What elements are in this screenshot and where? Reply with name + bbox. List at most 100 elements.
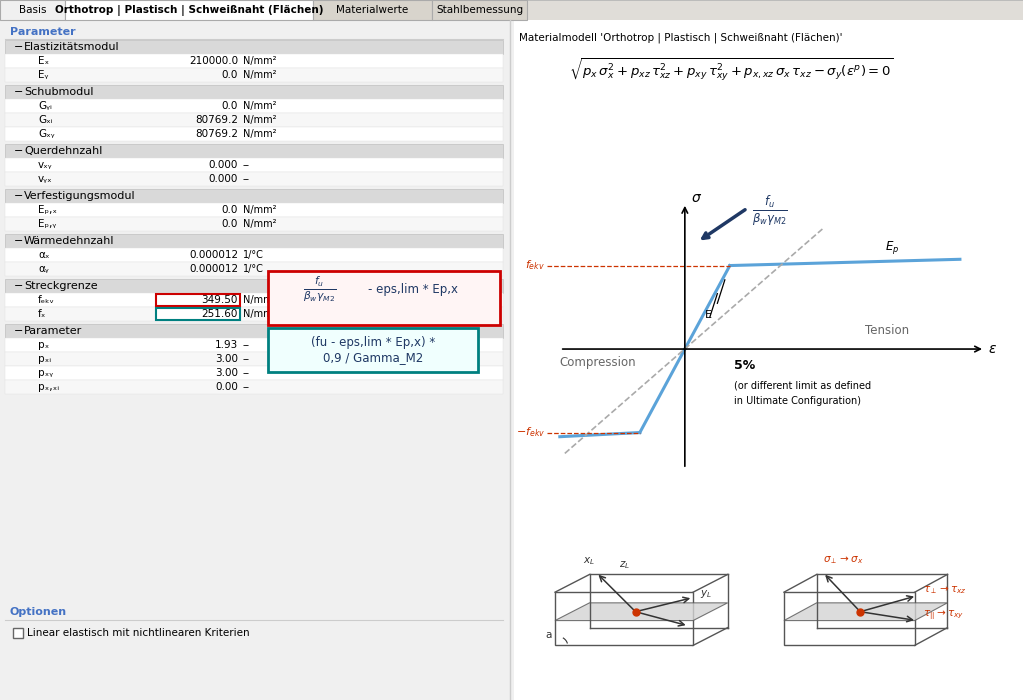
Text: $y_L$: $y_L$ — [700, 588, 712, 600]
Text: Verfestigungsmodul: Verfestigungsmodul — [24, 191, 136, 201]
Text: --: -- — [243, 340, 250, 350]
FancyBboxPatch shape — [5, 352, 503, 366]
Text: N/mm²: N/mm² — [243, 70, 276, 80]
Text: Schubmodul: Schubmodul — [24, 87, 93, 97]
Text: $\sigma_\perp \rightarrow \sigma_x$: $\sigma_\perp \rightarrow \sigma_x$ — [824, 554, 863, 566]
Text: Tension: Tension — [864, 324, 909, 337]
Text: $\varepsilon$: $\varepsilon$ — [988, 342, 997, 356]
Text: Stahlbemessung: Stahlbemessung — [436, 5, 523, 15]
Text: - eps,lim * Ep,x: - eps,lim * Ep,x — [368, 283, 458, 295]
Text: 0.00: 0.00 — [215, 382, 238, 392]
FancyBboxPatch shape — [5, 113, 503, 127]
Text: Streckgrenze: Streckgrenze — [24, 281, 97, 291]
FancyBboxPatch shape — [5, 203, 503, 217]
Text: 1/°C: 1/°C — [243, 264, 264, 274]
Text: 251.60: 251.60 — [202, 309, 238, 319]
Text: Eᵧ: Eᵧ — [38, 70, 48, 80]
Text: −: − — [14, 87, 24, 97]
Text: Parameter: Parameter — [24, 326, 82, 336]
Text: Gₓᵢ: Gₓᵢ — [38, 115, 52, 125]
FancyBboxPatch shape — [155, 294, 240, 306]
FancyBboxPatch shape — [5, 248, 503, 262]
Text: −: − — [14, 146, 24, 156]
Text: 0.0: 0.0 — [222, 205, 238, 215]
Text: --: -- — [243, 368, 250, 378]
Text: 80769.2: 80769.2 — [195, 129, 238, 139]
Text: 3.00: 3.00 — [215, 354, 238, 364]
Text: Materialmodell 'Orthotrop | Plastisch | Schweißnaht (Flächen)': Materialmodell 'Orthotrop | Plastisch | … — [519, 33, 843, 43]
Text: (or different limit as defined: (or different limit as defined — [733, 380, 871, 390]
Text: −: − — [14, 191, 24, 201]
FancyBboxPatch shape — [5, 307, 503, 321]
FancyBboxPatch shape — [5, 40, 503, 54]
Text: (fu - eps,lim * Ep,x) *
0,9 / Gamma_M2: (fu - eps,lim * Ep,x) * 0,9 / Gamma_M2 — [311, 336, 435, 364]
Text: fₑₖᵥ: fₑₖᵥ — [38, 295, 55, 305]
Text: 5%: 5% — [733, 359, 755, 372]
Text: −: − — [14, 281, 24, 291]
Text: Optionen: Optionen — [10, 607, 68, 617]
Polygon shape — [784, 603, 947, 621]
Text: Gᵧᵢ: Gᵧᵢ — [38, 101, 52, 111]
Text: $\frac{f_u}{\beta_w \gamma_{M2}}$: $\frac{f_u}{\beta_w \gamma_{M2}}$ — [752, 193, 789, 228]
Text: N/mm²: N/mm² — [243, 101, 276, 111]
Text: Orthotrop | Plastisch | Schweißnaht (Flächen): Orthotrop | Plastisch | Schweißnaht (Flä… — [55, 4, 323, 15]
Text: 210000.0: 210000.0 — [189, 56, 238, 66]
Text: $z_L$: $z_L$ — [620, 559, 630, 571]
Text: Linear elastisch mit nichtlinearen Kriterien: Linear elastisch mit nichtlinearen Krite… — [27, 628, 250, 638]
Text: Materialwerte: Materialwerte — [337, 5, 408, 15]
FancyBboxPatch shape — [155, 308, 240, 320]
Text: αₓ: αₓ — [38, 250, 49, 260]
Text: 0.000012: 0.000012 — [189, 264, 238, 274]
FancyBboxPatch shape — [5, 279, 503, 293]
Text: 0.000012: 0.000012 — [189, 250, 238, 260]
Text: N/mm²: N/mm² — [243, 56, 276, 66]
FancyBboxPatch shape — [268, 271, 500, 325]
FancyBboxPatch shape — [13, 628, 23, 638]
Text: N/mm²: N/mm² — [243, 205, 276, 215]
Text: E: E — [705, 310, 712, 320]
Text: $\frac{f_u}{\beta_w \gamma_{M2}}$: $\frac{f_u}{\beta_w \gamma_{M2}}$ — [304, 274, 337, 304]
FancyBboxPatch shape — [5, 234, 503, 248]
Text: 1.93: 1.93 — [215, 340, 238, 350]
FancyBboxPatch shape — [5, 324, 503, 338]
Text: 0.000: 0.000 — [209, 160, 238, 170]
Text: Eₚ,ₓ: Eₚ,ₓ — [38, 205, 57, 215]
FancyBboxPatch shape — [5, 127, 503, 141]
Text: −: − — [14, 326, 24, 336]
FancyBboxPatch shape — [5, 366, 503, 380]
Text: --: -- — [243, 382, 250, 392]
Text: 0.000: 0.000 — [209, 174, 238, 184]
Polygon shape — [555, 603, 727, 621]
FancyBboxPatch shape — [65, 0, 313, 20]
FancyBboxPatch shape — [0, 0, 65, 20]
Text: Compression: Compression — [560, 356, 636, 369]
FancyBboxPatch shape — [5, 68, 503, 82]
Text: N/mm²: N/mm² — [243, 219, 276, 229]
Text: Eₓ: Eₓ — [38, 56, 49, 66]
FancyBboxPatch shape — [5, 99, 503, 113]
FancyBboxPatch shape — [0, 20, 508, 700]
Text: $\tau_\perp \rightarrow \tau_{xz}$: $\tau_\perp \rightarrow \tau_{xz}$ — [924, 584, 967, 596]
Text: 3.00: 3.00 — [215, 368, 238, 378]
FancyBboxPatch shape — [5, 262, 503, 276]
FancyBboxPatch shape — [514, 20, 1023, 700]
Text: --: -- — [243, 174, 250, 184]
FancyBboxPatch shape — [0, 0, 1023, 20]
Text: Eₚ,ᵧ: Eₚ,ᵧ — [38, 219, 56, 229]
FancyBboxPatch shape — [5, 172, 503, 186]
FancyBboxPatch shape — [5, 85, 503, 99]
FancyBboxPatch shape — [5, 293, 503, 307]
Text: 80769.2: 80769.2 — [195, 115, 238, 125]
Text: $-f_{ekv}$: $-f_{ekv}$ — [516, 426, 545, 440]
Text: N/mm²: N/mm² — [243, 115, 276, 125]
Text: vₓᵧ: vₓᵧ — [38, 160, 52, 170]
FancyBboxPatch shape — [313, 0, 432, 20]
Text: fₓ: fₓ — [38, 309, 46, 319]
FancyBboxPatch shape — [5, 189, 503, 203]
Text: Parameter: Parameter — [10, 27, 76, 37]
Text: −: − — [14, 42, 24, 52]
Text: Basis: Basis — [18, 5, 46, 15]
FancyBboxPatch shape — [268, 328, 478, 372]
Text: 0.0: 0.0 — [222, 219, 238, 229]
Text: $x_L$: $x_L$ — [583, 556, 595, 568]
